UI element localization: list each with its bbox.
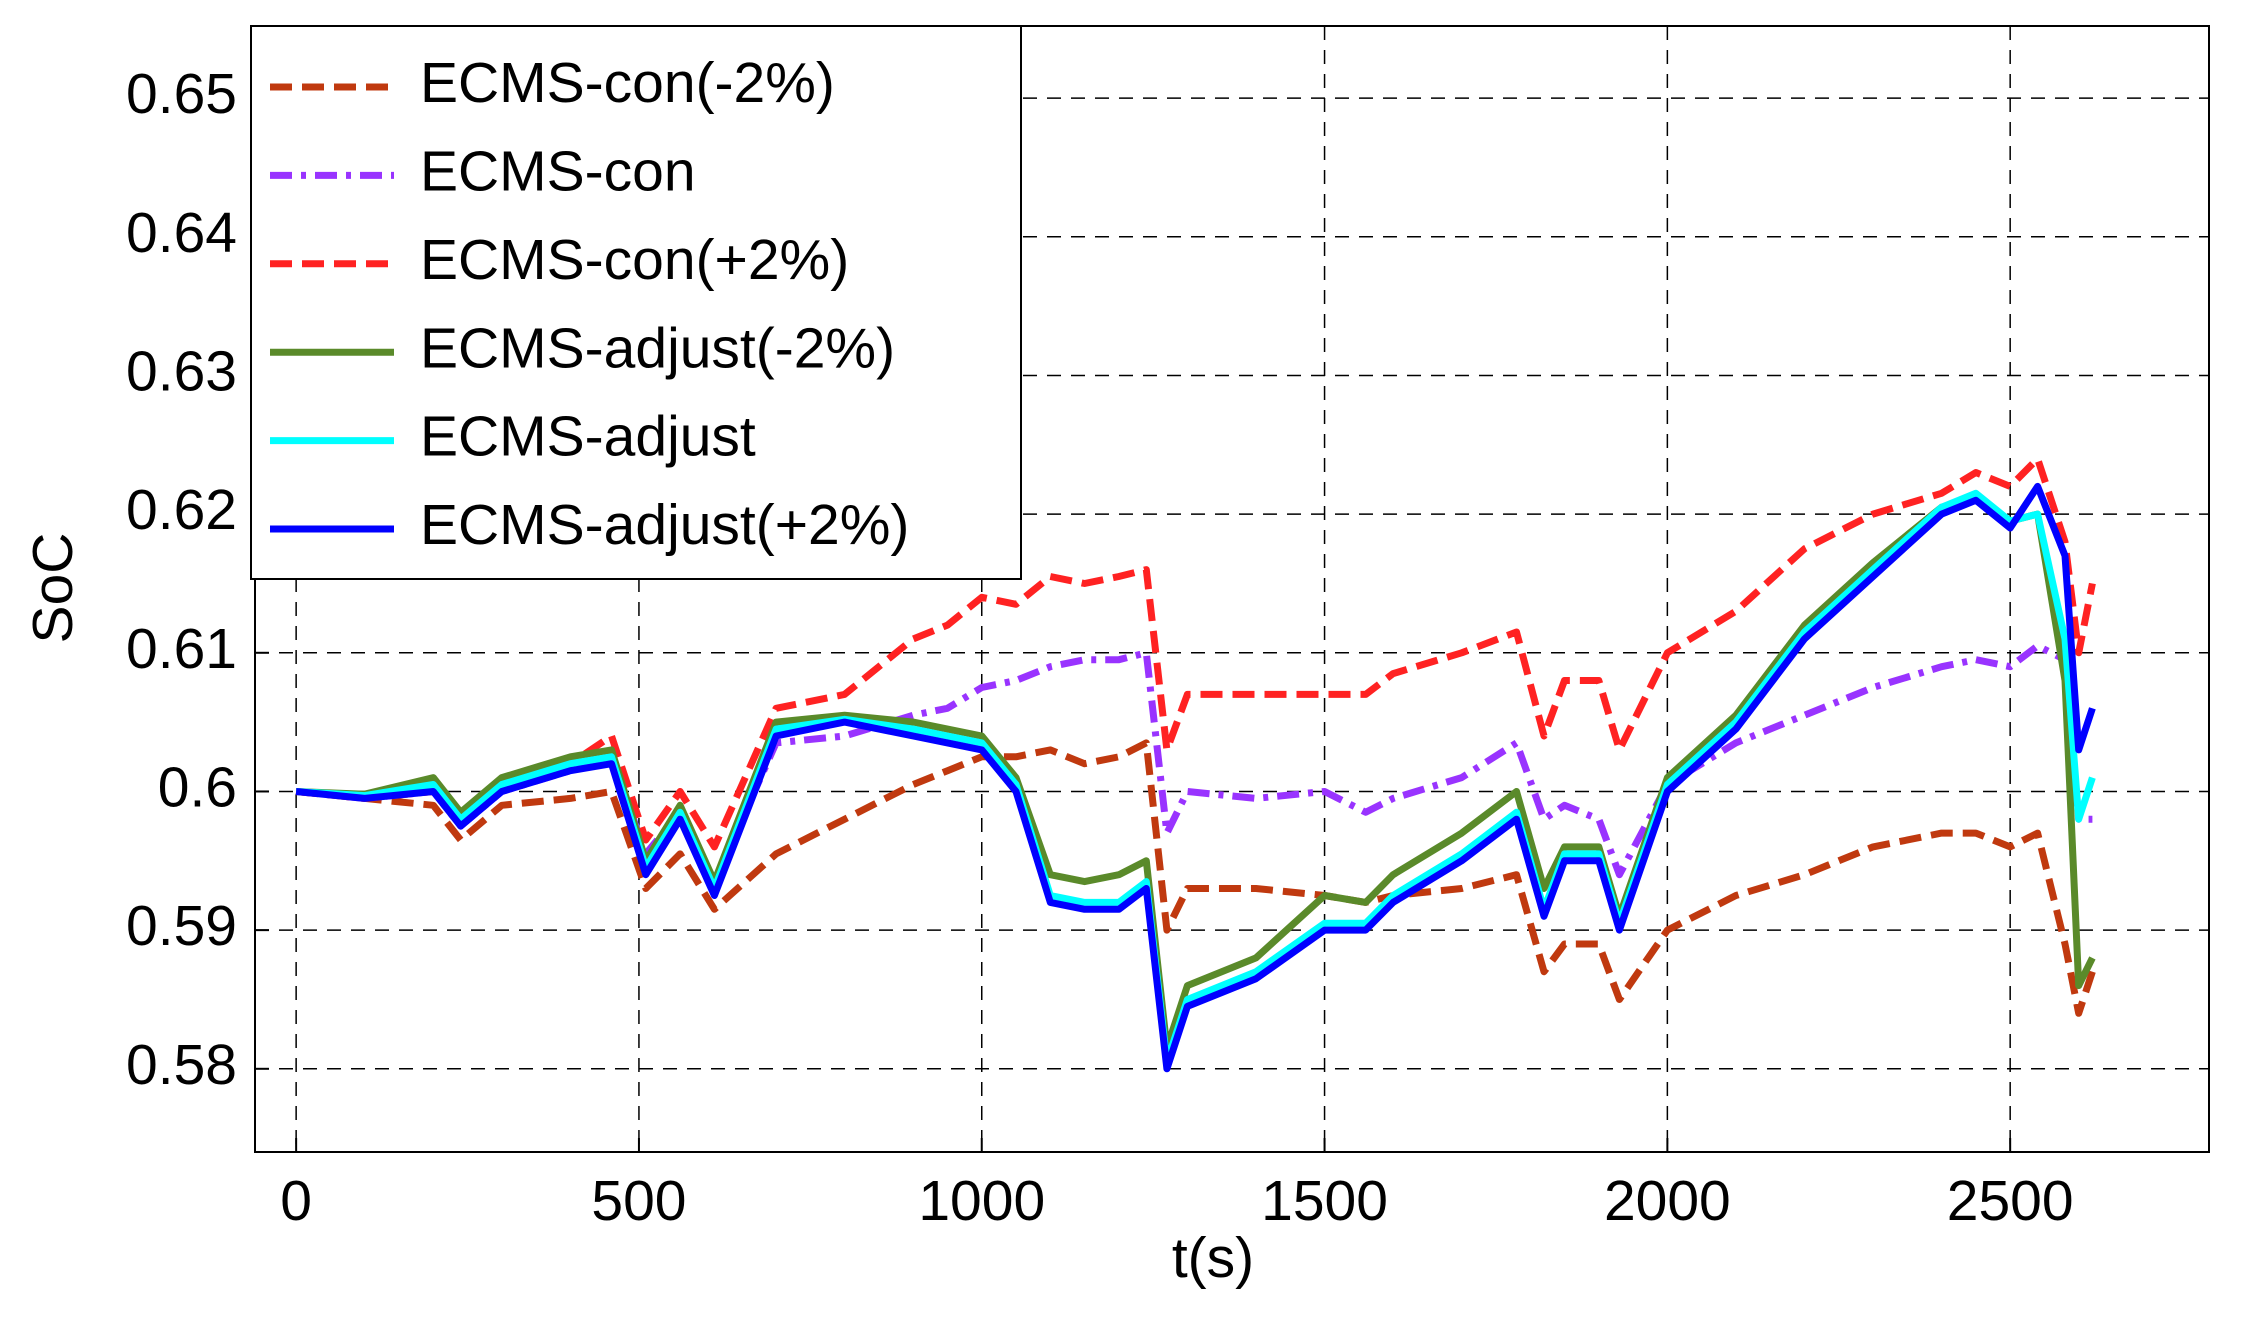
x-tick-label: 1500 xyxy=(1261,1169,1388,1233)
axes-box xyxy=(254,25,2210,1153)
series-line xyxy=(295,482,2096,1073)
legend-label: ECMS-con xyxy=(420,139,696,203)
series-line xyxy=(295,739,2096,1017)
x-tick-label: 2000 xyxy=(1604,1169,1731,1233)
x-tick-label: 0 xyxy=(280,1169,312,1233)
legend-label: ECMS-con(-2%) xyxy=(420,51,835,115)
legend-label: ECMS-con(+2%) xyxy=(420,228,849,292)
y-axis-label: SoC xyxy=(21,533,85,644)
x-tick-label: 500 xyxy=(591,1169,686,1233)
y-tick-label: 0.63 xyxy=(126,340,237,404)
legend-label: ECMS-adjust(+2%) xyxy=(420,493,909,557)
y-tick-label: 0.62 xyxy=(126,478,237,542)
y-tick-label: 0.65 xyxy=(126,62,237,126)
x-tick-label: 1000 xyxy=(918,1169,1045,1233)
y-tick-label: 0.6 xyxy=(158,756,237,820)
legend-label: ECMS-adjust xyxy=(420,405,756,469)
y-tick-label: 0.64 xyxy=(126,201,237,265)
y-tick-label: 0.61 xyxy=(126,617,237,681)
series-line xyxy=(295,455,2096,851)
x-axis-label: t(s) xyxy=(1172,1226,1254,1290)
y-tick-label: 0.59 xyxy=(126,894,237,958)
y-tick-label: 0.58 xyxy=(126,1033,237,1097)
x-tick-label: 2500 xyxy=(1947,1169,2074,1233)
legend-label: ECMS-adjust(-2%) xyxy=(420,316,895,380)
legend: ECMS-con(-2%) ECMS-con ECMS-con(+2%) ECMS-a… xyxy=(250,25,1022,580)
legend-box xyxy=(250,25,1022,580)
